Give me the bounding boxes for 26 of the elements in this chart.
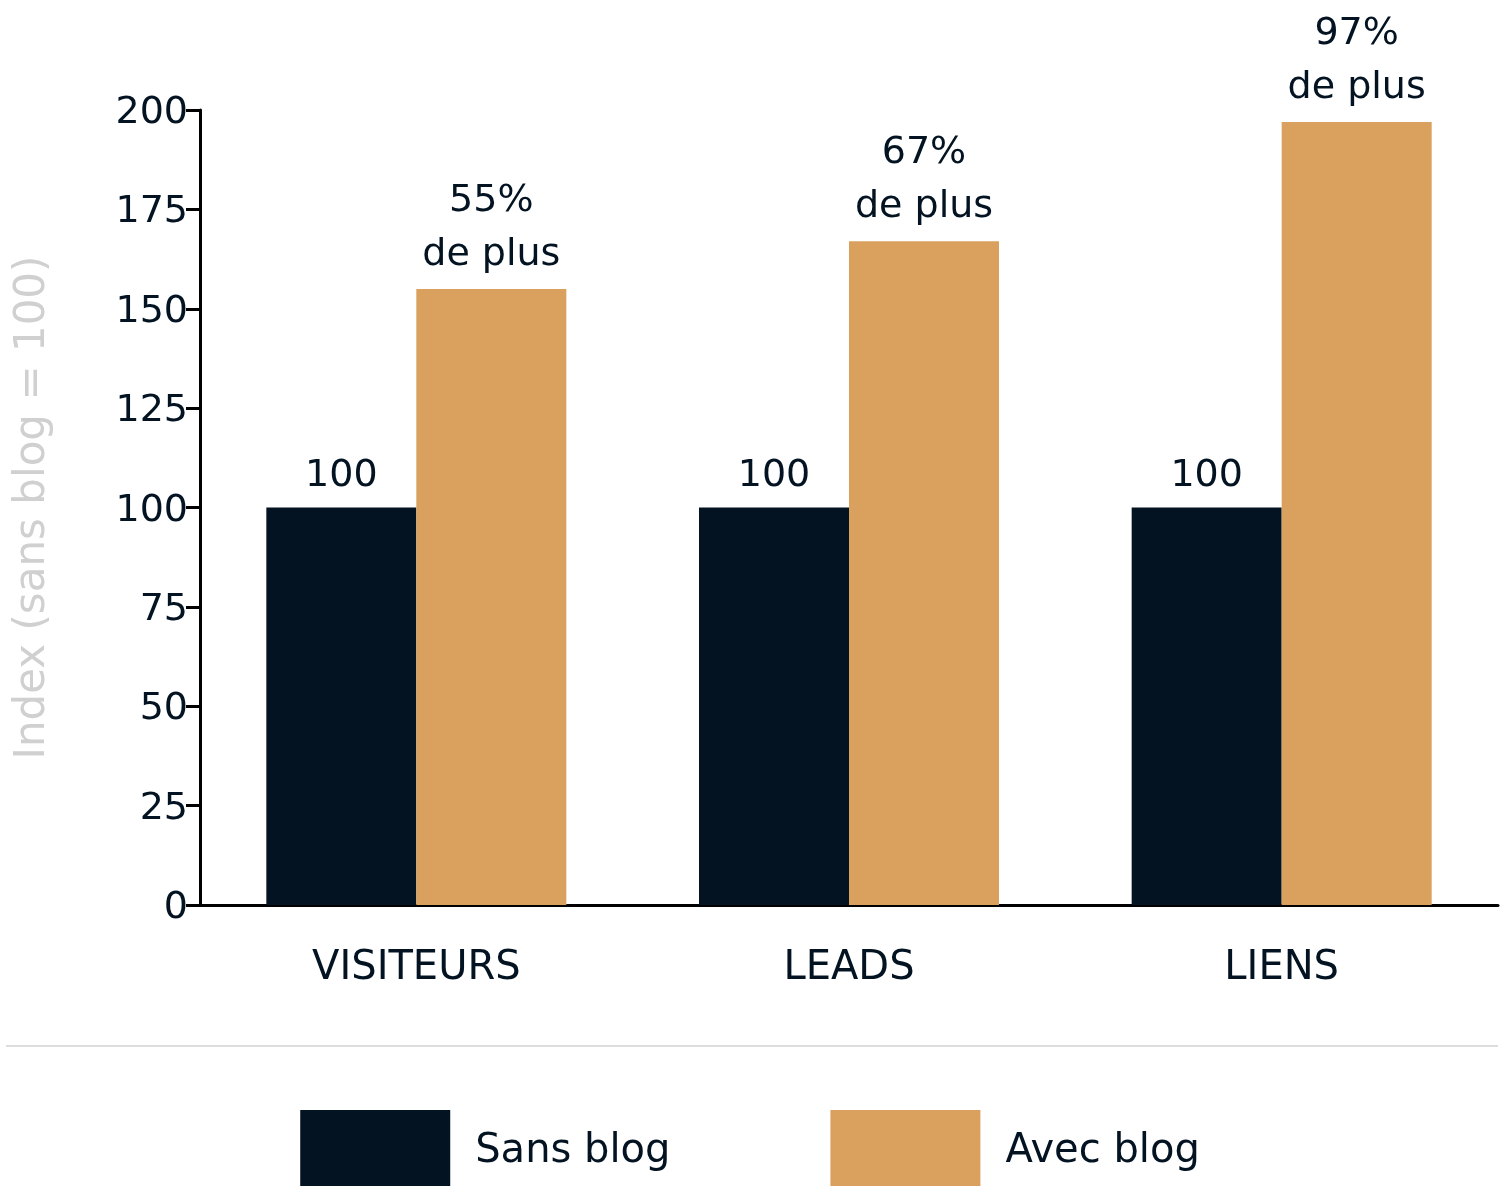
x-tick-label: LEADS — [783, 942, 915, 988]
x-tick-label: LIENS — [1224, 942, 1339, 988]
y-tick-label: 125 — [115, 386, 188, 431]
annotation: 97% de plus — [1287, 8, 1426, 107]
y-tick-label: 50 — [139, 684, 188, 729]
annotation: 67% de plus — [854, 128, 994, 227]
bar — [1281, 121, 1432, 905]
bar — [266, 507, 417, 905]
data-label: 100 — [737, 450, 811, 495]
bar — [699, 507, 849, 905]
y-tick-label: 100 — [115, 485, 188, 530]
legend-label: Sans blog — [475, 1125, 671, 1171]
y-tick-label: 175 — [115, 187, 188, 232]
x-tick-label: VISITEURS — [312, 942, 521, 988]
y-tick-label: 0 — [163, 883, 188, 927]
bar — [416, 288, 567, 905]
y-tick-label: 150 — [115, 286, 188, 331]
y-tick-label: 75 — [139, 584, 188, 629]
y-tick-label: 200 — [115, 88, 188, 132]
data-label: 100 — [1170, 450, 1243, 495]
annotation: 55% de plus — [422, 175, 561, 274]
legend-label: Avec blog — [1005, 1125, 1200, 1171]
bar — [849, 241, 999, 905]
bar — [1131, 507, 1282, 905]
y-tick-label: 25 — [139, 783, 188, 828]
data-label: 100 — [305, 450, 378, 495]
